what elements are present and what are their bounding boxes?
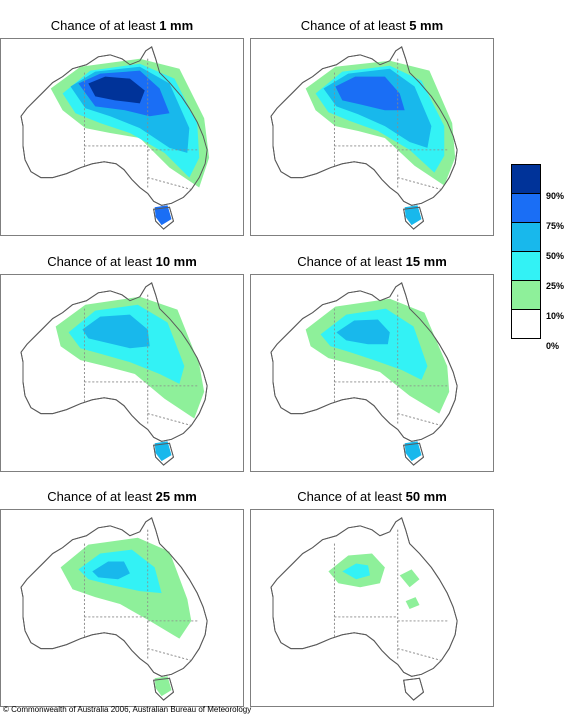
legend-swatch — [511, 193, 541, 223]
australia-map — [0, 274, 244, 472]
legend-label: 75% — [546, 221, 565, 231]
coastline-overlay — [20, 517, 208, 701]
tasmania-shading — [404, 441, 422, 462]
legend-swatch — [511, 164, 541, 194]
legend-swatch — [511, 251, 541, 281]
panel-title: Chance of at least 5 mm — [300, 18, 444, 33]
legend-swatch — [511, 309, 541, 339]
shading-dark-blue — [88, 76, 145, 104]
tasmania-shading — [154, 441, 172, 462]
panel-title: Chance of at least 50 mm — [297, 489, 447, 504]
legend-label: 50% — [546, 251, 565, 261]
australia-map — [250, 38, 494, 236]
coastline-overlay — [20, 46, 208, 230]
tasmania-shading — [154, 676, 172, 697]
map-panel-15mm: Chance of at least 15 mm — [250, 250, 494, 472]
copyright-footer: © Commonwealth of Australia 2006, Austra… — [3, 705, 252, 714]
legend-label: 90% — [546, 191, 565, 201]
australia-map — [250, 509, 494, 707]
panel-title: Chance of at least 1 mm — [50, 18, 194, 33]
australia-map — [0, 38, 244, 236]
color-legend: 90% 75% 50% 25% 10% 0% — [511, 164, 564, 351]
panel-title: Chance of at least 25 mm — [47, 489, 197, 504]
australia-map — [0, 509, 244, 707]
shading-blue — [92, 561, 130, 580]
map-panel-1mm: Chance of at least 1 mm — [0, 14, 244, 236]
australia-outline — [270, 517, 458, 701]
coastline-overlay — [270, 517, 458, 701]
shading-cyan — [342, 563, 371, 580]
legend-label: 10% — [546, 311, 565, 321]
mainland-coastline — [270, 517, 458, 677]
map-panel-10mm: Chance of at least 10 mm — [0, 250, 244, 472]
shading-mid-blue — [335, 76, 405, 111]
map-panel-50mm: Chance of at least 50 mm — [250, 485, 494, 707]
map-panel-25mm: Chance of at least 25 mm — [0, 485, 244, 707]
coastline-overlay — [270, 46, 458, 230]
coastline-overlay — [20, 282, 208, 466]
panel-title: Chance of at least 15 mm — [297, 254, 447, 269]
legend-label: 0% — [546, 341, 560, 351]
panel-title: Chance of at least 10 mm — [47, 254, 197, 269]
legend-swatch — [511, 280, 541, 310]
legend-swatch — [511, 222, 541, 252]
shading-blue — [336, 319, 390, 345]
shading-blue — [82, 314, 150, 349]
tasmania-shading — [154, 205, 172, 226]
tasmania-shading — [404, 205, 422, 226]
coastline-overlay — [270, 282, 458, 466]
australia-map — [250, 274, 494, 472]
legend-label: 25% — [546, 281, 565, 291]
map-panel-5mm: Chance of at least 5 mm — [250, 14, 494, 236]
